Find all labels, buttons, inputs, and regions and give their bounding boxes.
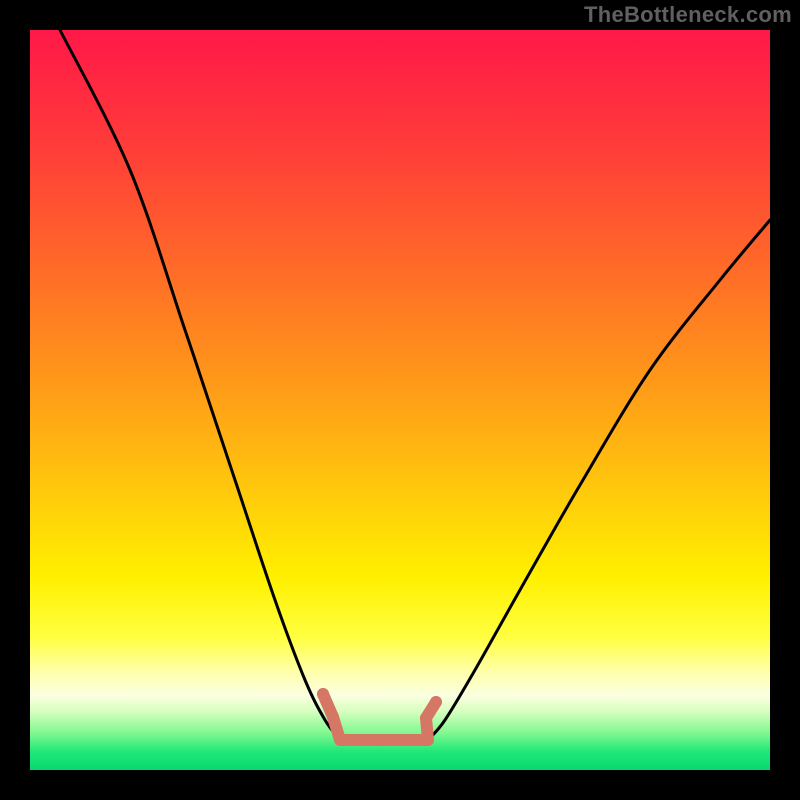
marker-dot [430,696,442,708]
chart-container: TheBottleneck.com [0,0,800,800]
marker-dot [327,711,339,723]
bottleneck-chart [0,0,800,800]
marker-dot [420,712,432,724]
gradient-plot-area [30,30,770,770]
marker-dot [317,688,329,700]
watermark-text: TheBottleneck.com [584,2,792,28]
